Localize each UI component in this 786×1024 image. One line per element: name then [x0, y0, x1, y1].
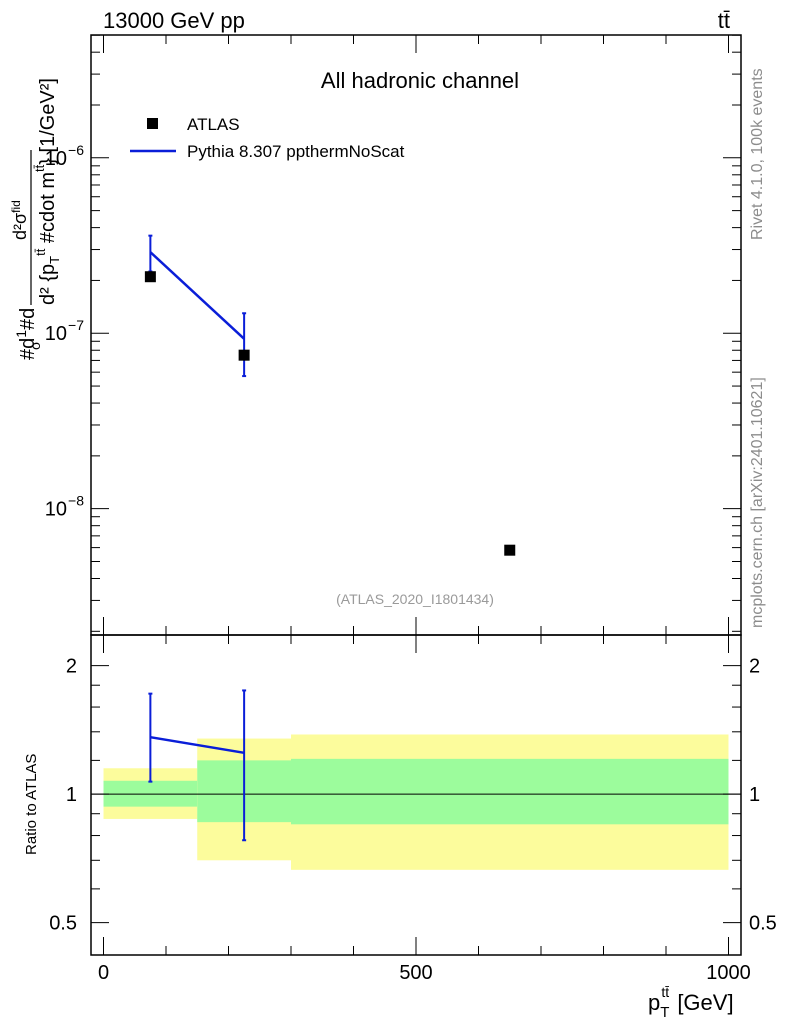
svg-text:#d1#d: #d1#d [13, 308, 39, 360]
legend-atlas-label: ATLAS [187, 115, 240, 134]
ratio-inner-band [291, 758, 729, 825]
ratio-ytick-label-left: 2 [66, 656, 77, 678]
ratio-panel: 0.5 0.51 12 2 0 500 1000 Ratio to ATLAS pTtt̄… [23, 634, 777, 1021]
ratio-ylabel: Ratio to ATLAS [23, 754, 40, 855]
svg-text:d² {pTtt̄ #cdot mtt̄} [1/GeV²]: d² {pTtt̄ #cdot mtt̄} [1/GeV²] [32, 78, 62, 305]
ratio-data-marks [148, 689, 247, 842]
ratio-axis-ticks [91, 635, 741, 955]
mcplots-label: mcplots.cern.ch [arXiv:2401.10621] [749, 377, 766, 628]
ratio-xtick-label: 1000 [706, 962, 751, 984]
legend-atlas-marker [147, 118, 158, 129]
main-ytick-label: 10 [45, 148, 67, 170]
main-ytick-exponent: −8 [68, 493, 84, 509]
ratio-ytick-labels: 0.5 0.5 1 1 2 2 [49, 656, 777, 935]
ratio-mc-line [150, 735, 245, 755]
main-ytick-label: 10 [45, 499, 67, 521]
svg-text:σ: σ [27, 341, 43, 350]
rivet-label: Rivet 4.1.0, 100k events [749, 68, 766, 240]
ratio-ytick-label-left: 0.5 [49, 913, 77, 935]
main-ytick-labels: 10−610−710−8 [45, 142, 84, 521]
main-title: All hadronic channel [321, 68, 519, 93]
main-ytick-exponent: −7 [68, 317, 84, 333]
ratio-ytick-label-right: 1 [749, 784, 760, 806]
main-ytick-label: 10 [45, 323, 67, 345]
ratio-ytick-label-right: 0.5 [749, 913, 777, 935]
main-ytick-exponent: −6 [68, 142, 84, 158]
ratio-xtick-labels: 0 500 1000 [98, 962, 751, 984]
energy-label: 13000 GeV pp [103, 8, 245, 33]
process-label: tt̄ [718, 8, 730, 33]
main-panel: 10−610−710−8 All hadronic channel ATLAS … [9, 34, 742, 636]
ratio-ytick-label-left: 1 [66, 784, 77, 806]
ratio-xtick-label: 0 [98, 962, 109, 984]
atlas-data-point [238, 349, 250, 361]
ratio-ytick-label-right: 2 [749, 656, 760, 678]
ratio-xtick-label: 500 [399, 962, 432, 984]
legend-pythia-label: Pythia 8.307 ppthermNoScat [187, 142, 405, 161]
analysis-label: (ATLAS_2020_I1801434) [336, 591, 494, 607]
main-data-marks [144, 234, 516, 556]
main-ylabel: #d1#d σ d² {pTtt̄ #cdot mtt̄} [1/GeV²] d… [9, 78, 62, 360]
atlas-data-point [504, 544, 516, 556]
atlas-data-point [144, 271, 156, 283]
mc-line [149, 251, 245, 340]
main-axis-ticks [91, 34, 741, 635]
